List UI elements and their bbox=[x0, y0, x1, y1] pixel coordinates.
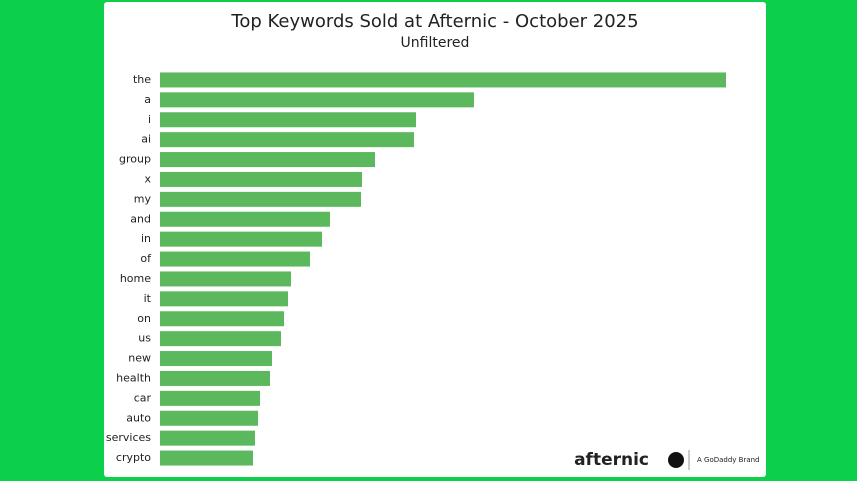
bar bbox=[160, 211, 330, 227]
y-tick-label: and bbox=[130, 212, 151, 225]
y-tick-label: services bbox=[106, 431, 151, 444]
logo: afternic bbox=[574, 450, 649, 470]
bar bbox=[160, 92, 474, 108]
bar bbox=[160, 112, 416, 128]
bar bbox=[160, 132, 414, 148]
y-tick-label: x bbox=[144, 172, 151, 185]
bar bbox=[160, 390, 260, 406]
y-tick-label: crypto bbox=[116, 451, 151, 464]
y-tick-label: home bbox=[120, 272, 151, 285]
bar bbox=[160, 152, 375, 168]
chart: Top Keywords Sold at Afternic - October … bbox=[106, 11, 760, 470]
y-tick-label: a bbox=[144, 93, 151, 106]
bar bbox=[160, 331, 281, 347]
bar bbox=[160, 231, 322, 247]
bar bbox=[160, 410, 258, 426]
y-tick-label: i bbox=[148, 113, 151, 126]
y-tick-label: it bbox=[144, 292, 152, 305]
chart-card: Top Keywords Sold at Afternic - October … bbox=[104, 2, 766, 477]
y-tick-label: group bbox=[119, 153, 151, 166]
chart-subtitle: Unfiltered bbox=[401, 35, 470, 51]
bar bbox=[160, 311, 284, 327]
y-tick-label: new bbox=[128, 352, 151, 365]
y-tick-label: of bbox=[140, 252, 152, 265]
bar bbox=[160, 370, 270, 386]
y-tick-label: on bbox=[137, 312, 151, 325]
y-tick-label: my bbox=[134, 192, 152, 205]
bar bbox=[160, 430, 255, 446]
y-tick-label: car bbox=[134, 391, 152, 404]
logo-icon bbox=[668, 452, 684, 468]
bar bbox=[160, 251, 310, 267]
tagline: A GoDaddy Brand bbox=[697, 456, 760, 464]
bar bbox=[160, 72, 726, 88]
y-tick-label: ai bbox=[141, 133, 151, 146]
bar bbox=[160, 271, 291, 287]
bar bbox=[160, 351, 272, 367]
bar bbox=[160, 450, 253, 466]
y-tick-label: us bbox=[138, 332, 151, 345]
bar bbox=[160, 291, 288, 307]
bar bbox=[160, 171, 362, 187]
chart-title: Top Keywords Sold at Afternic - October … bbox=[230, 11, 638, 32]
bar bbox=[160, 191, 361, 207]
y-tick-label: auto bbox=[126, 411, 151, 424]
y-tick-label: in bbox=[141, 232, 151, 245]
y-tick-label: the bbox=[133, 73, 151, 86]
y-tick-label: health bbox=[116, 371, 151, 384]
